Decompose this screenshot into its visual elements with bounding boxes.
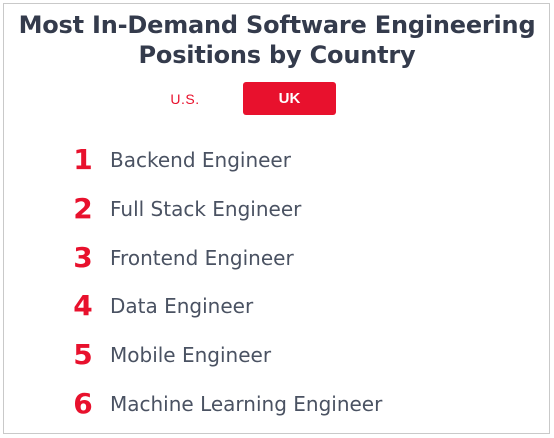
position-title: Frontend Engineer (110, 246, 294, 270)
list-item: 2 Full Stack Engineer (4, 189, 550, 229)
rank-number: 3 (73, 241, 93, 274)
infographic-card: Most In-Demand Software Engineering Posi… (3, 3, 550, 434)
title-line-1: Most In-Demand Software Engineering (18, 11, 536, 39)
rank-number: 5 (73, 338, 93, 371)
title-line-2: Positions by Country (138, 41, 416, 69)
rank-number: 2 (73, 192, 93, 225)
position-title: Backend Engineer (110, 148, 291, 172)
rank-number: 6 (73, 387, 93, 420)
page-title: Most In-Demand Software Engineering Posi… (4, 10, 550, 70)
list-item: 5 Mobile Engineer (4, 335, 550, 375)
tab-uk[interactable]: UK (243, 82, 336, 115)
position-title: Machine Learning Engineer (110, 392, 383, 416)
position-title: Data Engineer (110, 294, 254, 318)
position-title: Full Stack Engineer (110, 197, 302, 221)
position-title: Mobile Engineer (110, 343, 272, 367)
list-item: 3 Frontend Engineer (4, 238, 550, 278)
rank-number: 4 (73, 289, 93, 322)
list-item: 6 Machine Learning Engineer (4, 384, 550, 424)
tab-us[interactable]: U.S. (170, 91, 200, 107)
country-tabs: U.S. UK (4, 82, 550, 116)
list-item: 1 Backend Engineer (4, 140, 550, 180)
rank-number: 1 (73, 143, 93, 176)
list-item: 4 Data Engineer (4, 286, 550, 326)
